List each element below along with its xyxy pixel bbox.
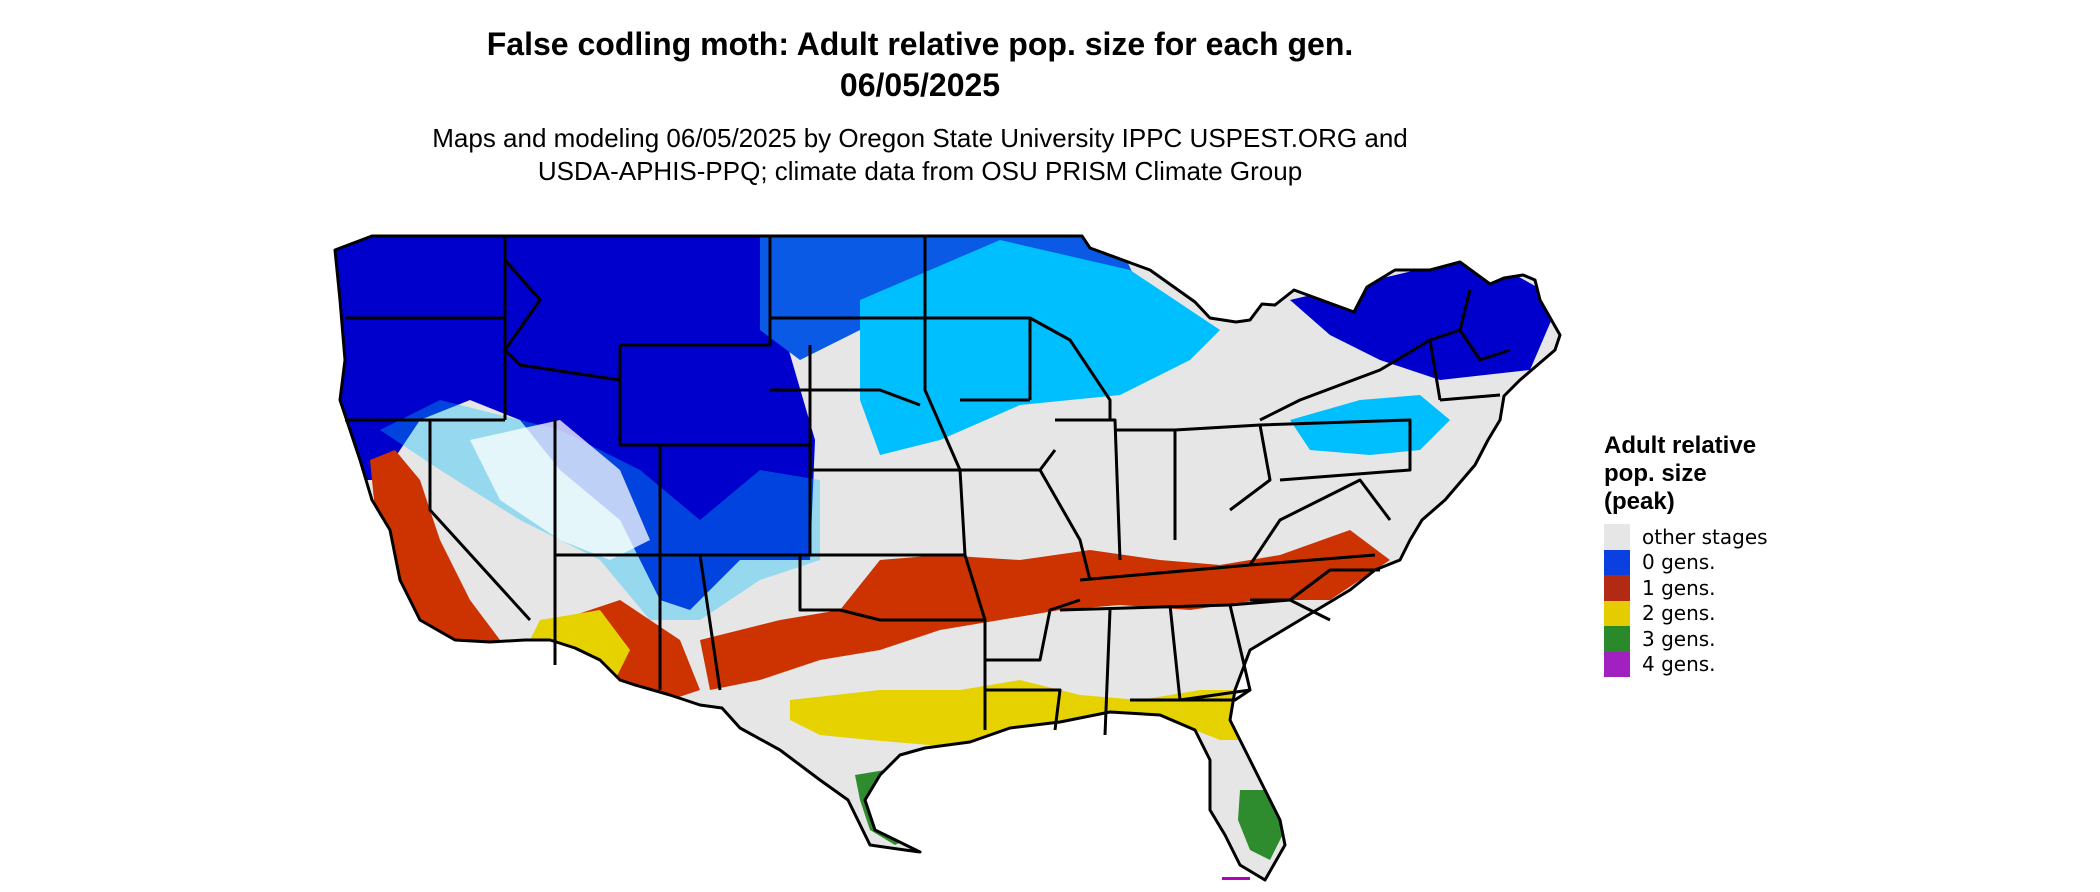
legend-label: 1 gens. bbox=[1642, 575, 1716, 600]
legend-swatch bbox=[1604, 524, 1630, 550]
border-id-mt bbox=[503, 236, 621, 382]
map-title-date: 06/05/2025 bbox=[839, 67, 1001, 103]
map-title: False codling moth: Adult relative pop. … bbox=[0, 24, 1840, 106]
map-credits-line2: USDA-APHIS-PPQ; climate data from OSU PR… bbox=[537, 156, 1303, 186]
legend-swatch bbox=[1604, 626, 1630, 652]
legend-item-0-gens: 0 gens. bbox=[1604, 549, 1864, 575]
border-plains-east bbox=[923, 236, 987, 621]
legend-item-1-gens: 1 gens. bbox=[1604, 575, 1864, 601]
legend-label: other stages bbox=[1642, 524, 1768, 549]
legend-item-other-stages: other stages bbox=[1604, 524, 1864, 550]
legend-label: 2 gens. bbox=[1642, 601, 1716, 626]
region-gen2-gulf bbox=[790, 680, 1250, 745]
border-ar bbox=[983, 598, 1081, 662]
map-credits: Maps and modeling 06/05/2025 by Oregon S… bbox=[0, 122, 1840, 188]
border-la bbox=[983, 660, 1062, 731]
map-title-line1: False codling moth: Adult relative pop. … bbox=[486, 26, 1354, 62]
legend-title-line2: pop. size bbox=[1604, 460, 1707, 487]
state-borders bbox=[333, 234, 1562, 882]
region-gen4-keys bbox=[1222, 877, 1250, 880]
legend-title-line1: Adult relative bbox=[1604, 432, 1757, 459]
generation-raster bbox=[335, 236, 1560, 880]
legend-swatch bbox=[1604, 575, 1630, 601]
border-new-england bbox=[1429, 289, 1511, 402]
border-oh bbox=[1174, 423, 1272, 512]
legend-swatch bbox=[1604, 549, 1630, 575]
map-legend: Adult relative pop. size (peak) other st… bbox=[1604, 432, 1864, 677]
region-gen0-light-north bbox=[860, 240, 1220, 455]
legend-swatch bbox=[1604, 600, 1630, 626]
region-gen0-west bbox=[335, 236, 815, 610]
border-il bbox=[1055, 418, 1122, 561]
region-no-data-basin bbox=[470, 420, 650, 560]
border-ms-al bbox=[1103, 604, 1182, 736]
legend-label: 0 gens. bbox=[1642, 550, 1716, 575]
border-ca-nv bbox=[428, 420, 532, 622]
border-ny bbox=[1259, 338, 1442, 422]
border-mt-wy bbox=[620, 236, 772, 347]
us-outline bbox=[333, 234, 1562, 882]
legend-item-4-gens: 4 gens. bbox=[1604, 651, 1864, 677]
legend-item-2-gens: 2 gens. bbox=[1604, 600, 1864, 626]
legend-label: 4 gens. bbox=[1642, 652, 1716, 677]
border-pa bbox=[1259, 418, 1412, 482]
border-wi-mi bbox=[1029, 316, 1112, 420]
region-gen1-southern-band bbox=[700, 530, 1390, 690]
border-va-wv bbox=[1248, 478, 1392, 566]
map-credits-line1: Maps and modeling 06/05/2025 by Oregon S… bbox=[432, 123, 1408, 153]
border-sd-ne bbox=[770, 388, 921, 407]
legend-title-line3: (peak) bbox=[1604, 488, 1675, 515]
legend-swatch bbox=[1604, 651, 1630, 677]
border-carolinas bbox=[1250, 568, 1380, 622]
border-nm-tx bbox=[658, 554, 722, 691]
legend-item-3-gens: 3 gens. bbox=[1604, 626, 1864, 652]
border-fl bbox=[1130, 688, 1251, 702]
border-wy bbox=[618, 345, 812, 447]
border-mo-east bbox=[1038, 469, 1092, 581]
legend-title: Adult relative pop. size (peak) bbox=[1604, 432, 1864, 516]
legend-label: 3 gens. bbox=[1642, 626, 1716, 651]
